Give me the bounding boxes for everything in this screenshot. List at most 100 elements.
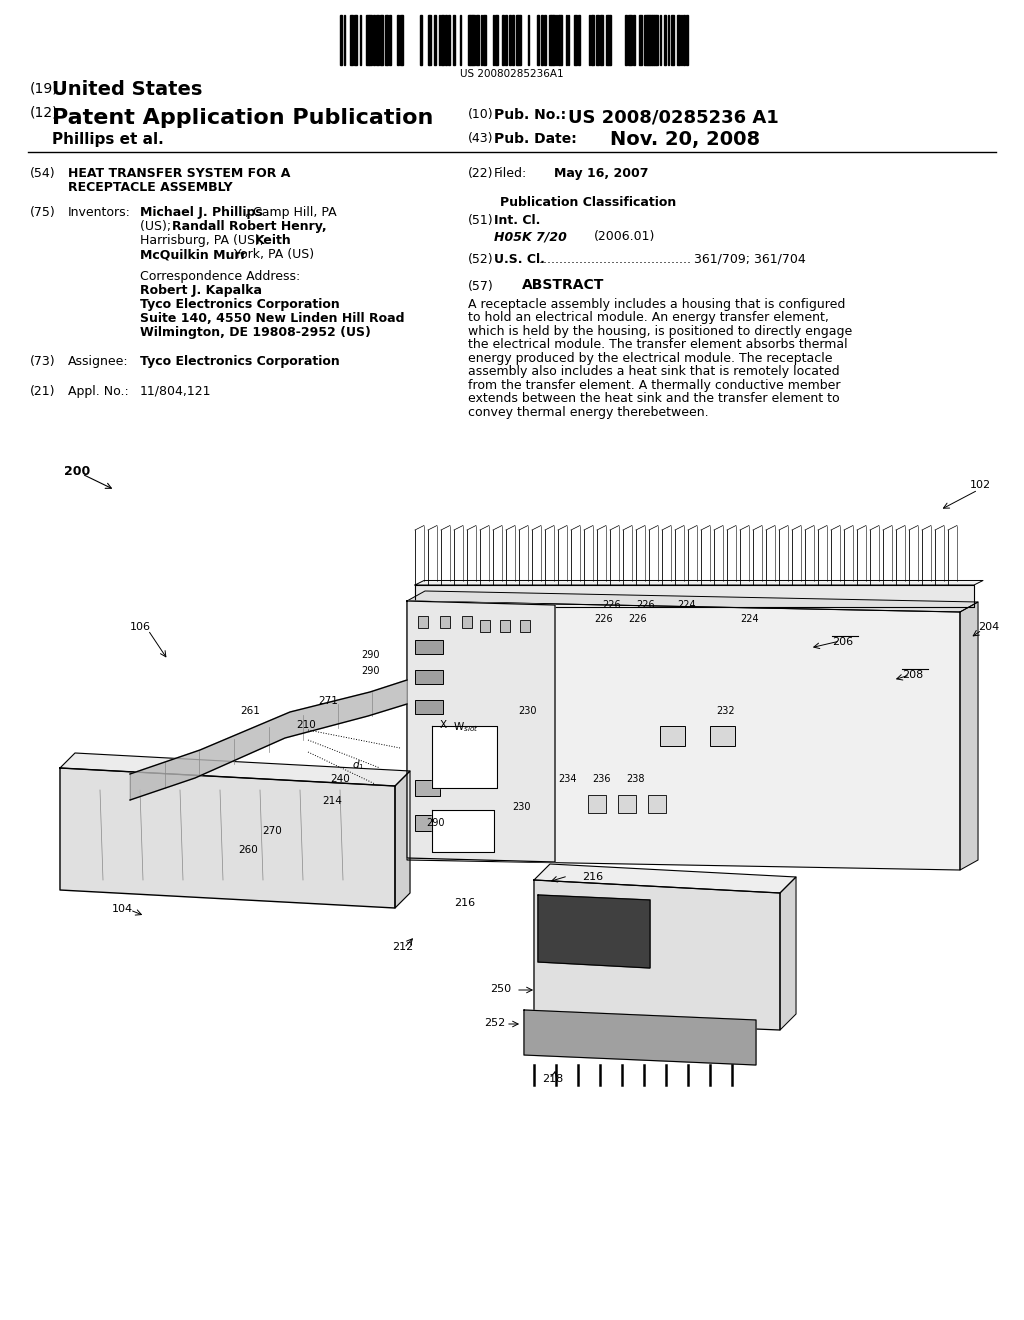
Text: H05K 7/20: H05K 7/20 [494, 230, 567, 243]
Polygon shape [432, 726, 497, 788]
Text: Michael J. Phillips: Michael J. Phillips [140, 206, 263, 219]
Text: Phillips et al.: Phillips et al. [52, 132, 164, 147]
Bar [559, 15, 561, 65]
Text: (75): (75) [30, 206, 55, 219]
Polygon shape [432, 810, 494, 851]
Text: (10): (10) [468, 108, 494, 121]
Bar [654, 15, 656, 65]
Bar [551, 15, 553, 65]
Text: 290: 290 [361, 649, 380, 660]
Text: 226: 226 [594, 614, 612, 624]
Text: 200: 200 [63, 465, 90, 478]
Polygon shape [60, 752, 410, 785]
Text: 208: 208 [902, 671, 924, 680]
Bar [500, 620, 510, 632]
Text: 224: 224 [740, 614, 759, 624]
Bar [495, 15, 498, 65]
Bar [400, 15, 402, 65]
Text: 271: 271 [318, 696, 338, 706]
Polygon shape [395, 771, 410, 908]
Bar [592, 15, 594, 65]
Bar [462, 616, 472, 628]
Bar [415, 700, 443, 714]
Polygon shape [961, 602, 978, 870]
Bar [389, 15, 391, 65]
Text: Randall Robert Henry,: Randall Robert Henry, [172, 220, 327, 234]
Text: (19): (19) [30, 82, 58, 96]
Text: ABSTRACT: ABSTRACT [522, 279, 604, 292]
Text: May 16, 2007: May 16, 2007 [554, 168, 648, 180]
Bar [618, 795, 636, 813]
Bar [441, 15, 444, 65]
Text: extends between the heat sink and the transfer element to: extends between the heat sink and the tr… [468, 392, 840, 405]
Text: assembly also includes a heat sink that is remotely located: assembly also includes a heat sink that … [468, 366, 840, 379]
Text: 224: 224 [677, 601, 695, 610]
Bar [434, 15, 436, 65]
Bar [480, 620, 490, 632]
Text: Inventors:: Inventors: [68, 206, 131, 219]
Text: 238: 238 [626, 774, 644, 784]
Bar [549, 15, 551, 65]
Text: 240: 240 [330, 774, 350, 784]
Text: 230: 230 [512, 803, 530, 812]
Text: 11/804,121: 11/804,121 [140, 385, 212, 399]
Text: McQuilkin Murr: McQuilkin Murr [140, 248, 247, 261]
Text: W$_{slot}$: W$_{slot}$ [453, 719, 478, 734]
Text: 226: 226 [628, 614, 646, 624]
Text: 250: 250 [490, 983, 511, 994]
Text: (51): (51) [468, 214, 494, 227]
Text: 102: 102 [970, 480, 991, 490]
Text: 270: 270 [262, 826, 282, 836]
Bar [415, 814, 440, 832]
Text: United States: United States [52, 81, 203, 99]
Text: 104: 104 [112, 904, 133, 913]
Polygon shape [60, 768, 395, 908]
Text: Correspondence Address:: Correspondence Address: [140, 271, 300, 282]
Bar [630, 15, 632, 65]
Polygon shape [780, 876, 796, 1030]
Bar [520, 620, 530, 632]
Text: Appl. No.:: Appl. No.: [68, 385, 129, 399]
Text: (US);: (US); [140, 220, 175, 234]
Text: Assignee:: Assignee: [68, 355, 129, 368]
Bar [453, 15, 455, 65]
Bar [415, 640, 443, 653]
Bar [366, 15, 369, 65]
Text: .......................................: ....................................... [536, 253, 692, 267]
Text: which is held by the housing, is positioned to directly engage: which is held by the housing, is positio… [468, 325, 852, 338]
Bar [553, 15, 555, 65]
Bar [578, 15, 580, 65]
Text: HEAT TRANSFER SYSTEM FOR A: HEAT TRANSFER SYSTEM FOR A [68, 168, 291, 180]
Bar [512, 15, 514, 65]
Text: 290: 290 [361, 667, 380, 676]
Text: Publication Classification: Publication Classification [500, 195, 676, 209]
Text: 232: 232 [716, 706, 734, 715]
Bar [415, 780, 440, 796]
Text: Tyco Electronics Corporation: Tyco Electronics Corporation [140, 355, 340, 368]
Text: U.S. Cl.: U.S. Cl. [494, 253, 545, 267]
Text: Wilmington, DE 19808-2952 (US): Wilmington, DE 19808-2952 (US) [140, 326, 371, 339]
Bar [449, 15, 450, 65]
Bar [369, 15, 372, 65]
Text: 226: 226 [636, 601, 654, 610]
Text: Pub. Date:: Pub. Date: [494, 132, 577, 147]
Text: 290: 290 [426, 818, 444, 828]
Bar [683, 15, 685, 65]
Bar [686, 15, 688, 65]
Bar [505, 15, 507, 65]
Bar [373, 15, 375, 65]
Text: X: X [440, 719, 447, 730]
Bar [677, 15, 680, 65]
Bar [440, 616, 450, 628]
Bar [473, 15, 475, 65]
Bar [671, 15, 674, 65]
Bar [350, 15, 353, 65]
Text: (21): (21) [30, 385, 55, 399]
Bar [628, 15, 630, 65]
Bar [710, 726, 735, 746]
Text: Patent Application Publication: Patent Application Publication [52, 108, 433, 128]
Bar [639, 15, 642, 65]
Bar [376, 15, 379, 65]
Bar [429, 15, 431, 65]
Text: the electrical module. The transfer element absorbs thermal: the electrical module. The transfer elem… [468, 338, 848, 351]
